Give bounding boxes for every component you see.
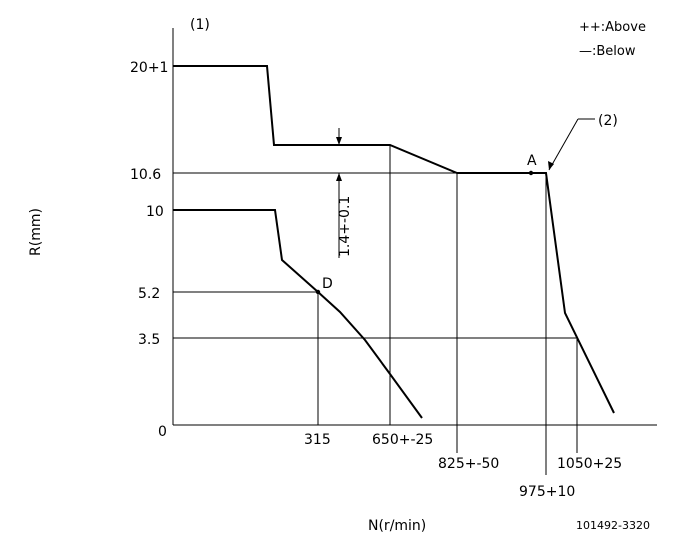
- marker-2: (2): [598, 113, 618, 129]
- part-number: 101492-3320: [576, 519, 650, 532]
- leader-arrowhead-2: [548, 161, 554, 170]
- point-a-dot: [528, 170, 534, 176]
- y-tick-5-2: 5.2: [138, 286, 160, 302]
- x-tick-315: 315: [304, 432, 331, 448]
- y-tick-10-6: 10.6: [130, 167, 161, 183]
- point-a-label: A: [527, 153, 537, 169]
- x-tick-975: 975+10: [519, 484, 575, 500]
- dimension-label: 1.4+-0.1: [337, 196, 353, 257]
- dimension-arrowhead-top: [336, 137, 342, 145]
- y-tick-10: 10: [146, 204, 164, 220]
- y-tick-20: 20+1: [130, 60, 168, 76]
- dimension-arrowhead-bottom: [336, 173, 342, 181]
- legend-above: ++:Above: [579, 20, 646, 35]
- leader-line-2: [548, 118, 579, 171]
- marker-1: (1): [190, 17, 210, 33]
- lower-curve: [173, 209, 423, 419]
- x-tick-825: 825+-50: [438, 456, 499, 472]
- y-tick-3-5: 3.5: [138, 332, 160, 348]
- point-d-dot: [315, 289, 321, 295]
- upper-curve: [173, 65, 615, 414]
- legend-below: —:Below: [579, 44, 636, 59]
- point-d-label: D: [322, 276, 333, 292]
- x-tick-1050: 1050+25: [557, 456, 622, 472]
- x-tick-650: 650+-25: [372, 432, 433, 448]
- x-axis-label: N(r/min): [368, 518, 426, 534]
- y-axis-label: R(mm): [28, 208, 44, 256]
- y-tick-0: 0: [158, 424, 167, 440]
